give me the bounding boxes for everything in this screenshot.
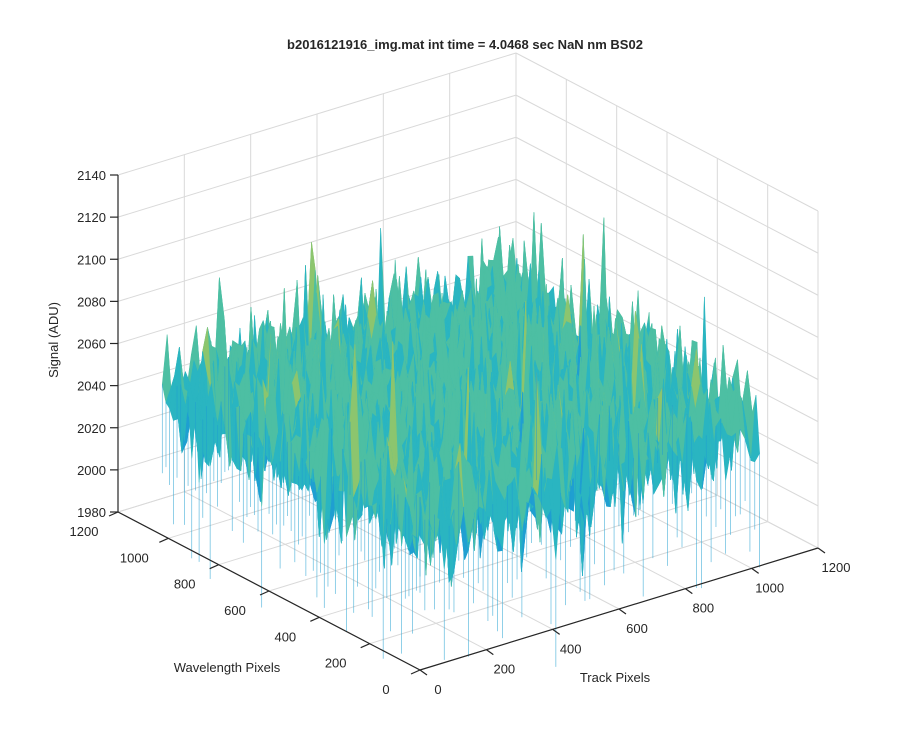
back-gridline <box>515 52 819 212</box>
back-gridline <box>515 94 819 254</box>
back-gridline <box>117 94 517 218</box>
back-gridline <box>515 221 819 380</box>
signal-surface <box>161 212 760 667</box>
back-gridline <box>117 178 517 302</box>
back-gridline <box>515 136 819 296</box>
back-gridline <box>515 178 819 338</box>
floor-gridline <box>319 494 718 618</box>
surface-facet <box>415 490 426 520</box>
back-gridline <box>117 52 517 176</box>
back-gridline <box>117 136 517 260</box>
